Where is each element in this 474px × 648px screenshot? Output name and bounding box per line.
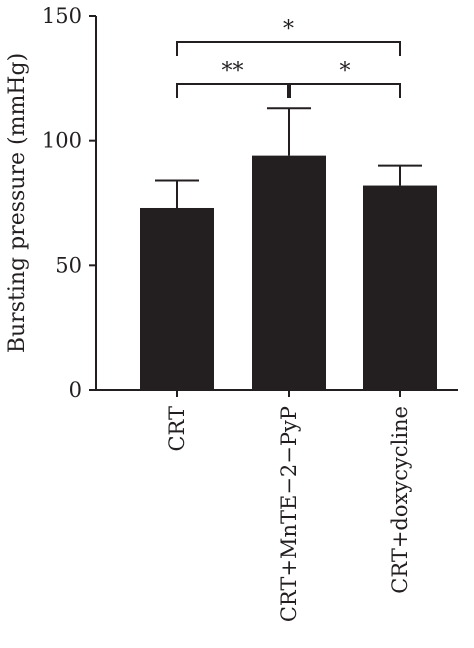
significance-bracket	[176, 83, 289, 98]
x-category-label: CRT+doxycycline	[388, 406, 412, 594]
bar	[140, 207, 214, 390]
y-axis-label: Bursting pressure (mmHg)	[5, 53, 30, 353]
significance-label: **	[222, 59, 244, 84]
y-tick-label: 100	[42, 129, 82, 153]
bar	[252, 155, 326, 390]
x-category-label: CRT+MnTE−2−PyP	[277, 406, 301, 622]
y-tick-label: 150	[42, 4, 82, 28]
x-category-label: CRT	[165, 406, 189, 452]
significance-bracket	[289, 83, 401, 98]
significance-bracket	[176, 41, 401, 56]
bar	[363, 185, 437, 390]
significance-label: *	[340, 59, 351, 84]
y-tick-label: 0	[69, 378, 82, 402]
significance-label: *	[283, 17, 294, 42]
plot-area: 0 50 100 150 CRT CRT+MnTE−2−PyP CRT+doxycyclin…	[42, 4, 458, 622]
y-tick-label: 50	[55, 253, 82, 277]
